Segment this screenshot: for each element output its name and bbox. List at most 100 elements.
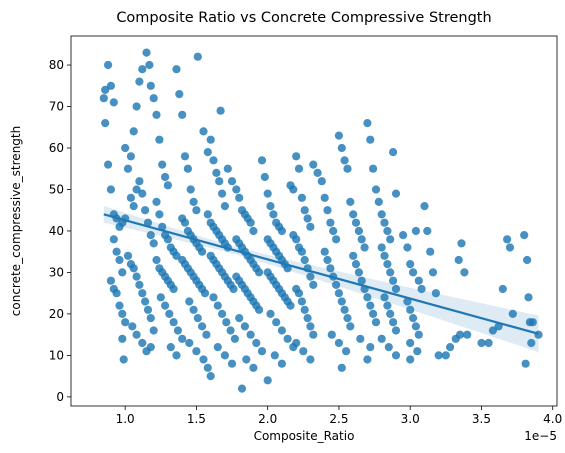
data-point bbox=[323, 206, 332, 215]
data-point bbox=[132, 185, 141, 194]
data-point bbox=[112, 247, 121, 256]
data-point bbox=[354, 226, 363, 236]
data-point bbox=[534, 330, 543, 339]
data-point bbox=[135, 280, 144, 289]
data-point bbox=[283, 334, 292, 343]
data-point bbox=[403, 243, 412, 252]
data-point bbox=[175, 90, 184, 99]
data-point bbox=[143, 218, 153, 227]
data-point bbox=[366, 301, 375, 310]
data-point bbox=[332, 235, 341, 244]
data-point bbox=[126, 152, 135, 161]
data-point bbox=[306, 272, 315, 281]
data-point bbox=[186, 185, 195, 194]
data-point bbox=[369, 164, 378, 173]
data-point bbox=[178, 334, 187, 343]
data-point bbox=[226, 326, 235, 335]
data-point bbox=[349, 251, 358, 260]
x-tick-label: 3.5 bbox=[472, 412, 491, 426]
data-point bbox=[263, 376, 272, 385]
y-tick-label: 50 bbox=[49, 182, 64, 196]
data-point bbox=[329, 226, 338, 236]
y-tick-label: 30 bbox=[49, 265, 64, 279]
data-point bbox=[257, 347, 267, 356]
data-point bbox=[198, 247, 207, 256]
data-point bbox=[209, 156, 218, 165]
x-tick-label: 1.5 bbox=[187, 412, 206, 426]
chart-title: Composite Ratio vs Concrete Compressive … bbox=[116, 10, 491, 26]
data-point bbox=[406, 355, 415, 364]
data-point bbox=[163, 235, 172, 244]
data-point bbox=[266, 309, 275, 318]
data-point bbox=[505, 243, 515, 252]
data-point bbox=[351, 218, 361, 227]
data-point bbox=[411, 226, 420, 236]
data-point bbox=[123, 164, 133, 173]
data-point bbox=[300, 206, 309, 215]
data-point bbox=[363, 293, 372, 302]
data-point bbox=[189, 305, 198, 314]
data-point bbox=[313, 168, 322, 177]
data-point bbox=[212, 168, 221, 177]
data-point bbox=[343, 164, 352, 173]
data-point bbox=[349, 210, 358, 219]
data-point bbox=[320, 247, 329, 256]
data-point bbox=[104, 160, 113, 169]
data-point bbox=[484, 338, 493, 348]
data-point bbox=[524, 293, 533, 302]
data-point bbox=[172, 251, 181, 260]
data-point bbox=[169, 318, 178, 327]
data-point bbox=[508, 309, 517, 318]
data-point bbox=[138, 289, 147, 298]
data-point bbox=[297, 193, 306, 202]
data-point bbox=[371, 185, 381, 194]
data-point bbox=[297, 297, 306, 306]
data-point bbox=[218, 189, 227, 198]
x-scale-offset-label: 1e−5 bbox=[524, 429, 557, 443]
data-point bbox=[146, 314, 155, 323]
data-point bbox=[299, 347, 308, 356]
data-point bbox=[156, 293, 165, 302]
data-point bbox=[143, 305, 153, 314]
data-point bbox=[337, 297, 346, 306]
data-point bbox=[218, 309, 227, 318]
data-point bbox=[178, 110, 187, 119]
confidence-band-layer bbox=[103, 205, 539, 353]
data-point bbox=[371, 318, 381, 327]
data-point bbox=[145, 60, 154, 70]
data-point bbox=[185, 297, 194, 306]
data-point bbox=[406, 260, 415, 269]
data-point bbox=[434, 351, 443, 360]
data-point bbox=[346, 322, 355, 331]
data-point bbox=[431, 289, 440, 298]
data-point bbox=[172, 351, 181, 360]
data-point bbox=[306, 322, 315, 331]
data-point bbox=[503, 235, 512, 244]
data-point bbox=[220, 351, 229, 360]
data-point bbox=[327, 330, 336, 339]
data-point bbox=[203, 363, 212, 372]
data-point bbox=[173, 326, 182, 335]
y-tick-label: 40 bbox=[49, 224, 64, 238]
data-point bbox=[152, 255, 161, 265]
data-point bbox=[463, 330, 472, 339]
data-point bbox=[334, 338, 343, 348]
data-point bbox=[309, 160, 318, 169]
data-point bbox=[200, 289, 210, 298]
data-point bbox=[202, 330, 211, 339]
data-point bbox=[300, 305, 309, 314]
x-tick-label: 4.0 bbox=[543, 412, 562, 426]
axes-layer bbox=[70, 35, 558, 407]
data-point bbox=[146, 81, 155, 90]
data-point bbox=[357, 235, 366, 244]
data-point bbox=[270, 351, 279, 360]
data-point bbox=[386, 309, 395, 318]
data-point bbox=[132, 102, 141, 111]
data-point bbox=[383, 301, 392, 310]
data-point bbox=[199, 127, 208, 136]
plot-frame bbox=[70, 35, 558, 407]
data-point bbox=[232, 185, 241, 194]
data-point bbox=[389, 276, 398, 285]
data-point bbox=[383, 226, 392, 236]
data-point bbox=[149, 239, 158, 248]
